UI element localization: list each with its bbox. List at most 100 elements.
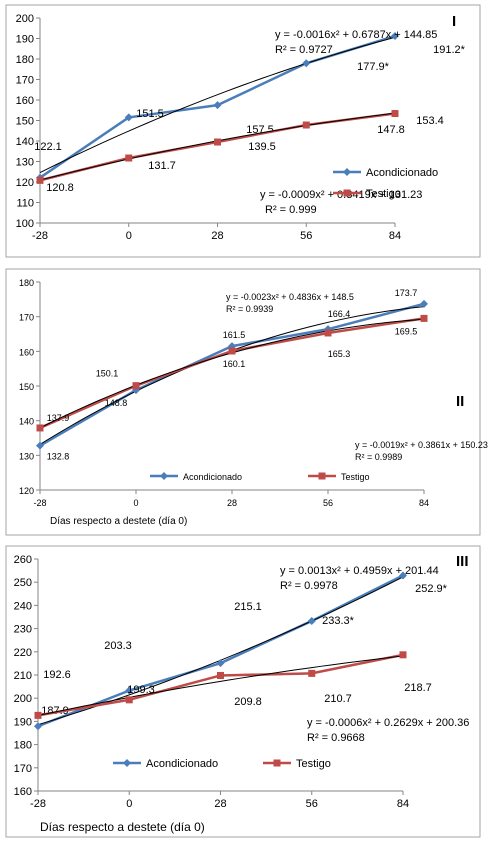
data-label-testigo: 160.1 (223, 359, 246, 369)
legend-label: Acondicionado (183, 472, 242, 482)
data-label-acondicionado: 173.7 (395, 288, 418, 298)
x-axis-title: Días respecto a destete (día 0) (50, 516, 187, 527)
y-tick-label: 100 (16, 218, 34, 230)
data-point-acondicionado (213, 101, 222, 110)
data-point-acondicionado (399, 571, 407, 580)
data-point-acondicionado (216, 659, 225, 668)
data-label-testigo: 210.7 (324, 693, 352, 705)
data-label-testigo: 153.4 (416, 115, 444, 127)
data-label-acondicionado: 191.2* (433, 44, 466, 56)
data-point-testigo (125, 154, 133, 162)
chart-frame (5, 545, 481, 838)
x-tick-label: 84 (389, 230, 401, 242)
chart-frame (5, 4, 481, 258)
x-tick-label: -28 (30, 798, 46, 810)
trendline-equation: y = -0.0009x² + 0.3419x + 131.23 (260, 189, 422, 201)
x-tick-label: 84 (419, 498, 429, 508)
y-tick-label: 130 (16, 157, 34, 169)
y-tick-label: 190 (16, 34, 34, 46)
data-point-testigo (34, 711, 42, 719)
data-label-testigo: 139.5 (248, 141, 276, 153)
data-label-acondicionado: 166.4 (328, 309, 351, 319)
y-tick-label: 120 (19, 486, 34, 496)
x-tick-label: 56 (300, 230, 312, 242)
trendline-acondicionado (39, 36, 396, 174)
y-tick-label: 230 (14, 624, 32, 636)
y-tick-label: 160 (16, 95, 34, 107)
x-tick-label: 0 (126, 798, 132, 810)
y-tick-label: 150 (16, 116, 34, 128)
data-point-testigo (132, 382, 140, 390)
legend-marker-acondicionado (123, 759, 131, 767)
trendline-equation: y = -0.0016x² + 0.6787x + 144.85 (275, 29, 437, 41)
x-tick-label: 28 (214, 798, 226, 810)
y-tick-label: 170 (16, 75, 34, 87)
trendline-equation: y = -0.0006x² + 0.2629x + 200.36 (307, 717, 469, 729)
data-label-testigo: 209.8 (234, 696, 262, 708)
data-label-testigo: 131.7 (148, 160, 176, 172)
data-label-acondicionado: 233.3* (322, 615, 355, 627)
data-label-testigo: 120.8 (46, 182, 74, 194)
legend-marker-acondicionado (343, 168, 351, 176)
data-point-acondicionado (302, 59, 311, 68)
data-point-acondicionado (124, 113, 133, 122)
legend-marker-testigo (343, 189, 351, 197)
trendline-testigo (37, 655, 404, 717)
legend-label: Testigo (366, 188, 401, 200)
x-tick-label: -28 (33, 498, 46, 508)
panel-label: III (456, 553, 469, 570)
data-point-testigo (399, 651, 407, 659)
y-tick-label: 140 (19, 417, 34, 427)
data-label-acondicionado: 151.5 (136, 108, 164, 120)
legend-marker-testigo (318, 472, 326, 480)
y-tick-label: 180 (16, 54, 34, 66)
chart-3-svg: 160 170 180 190 200 210 220 230 240 250 260 -28 0 28 5… (5, 545, 481, 838)
trendline-equation: y = -0.0019x² + 0.3861x + 150.23 (355, 440, 488, 450)
data-point-acondicionado (307, 616, 316, 625)
trendline-r-squared: R² = 0.9668 (307, 732, 365, 744)
trendline-r-squared: R² = 0.9939 (226, 304, 273, 314)
x-tick-label: 0 (126, 230, 132, 242)
data-label-testigo: 147.8 (377, 124, 405, 136)
data-label-acondicionado: 215.1 (234, 601, 262, 613)
legend-label: Testigo (341, 472, 370, 482)
data-point-testigo (214, 138, 221, 146)
x-tick-label: 0 (133, 498, 138, 508)
panel-label: I (452, 13, 456, 30)
panel-label: II (456, 393, 464, 410)
data-point-acondicionado (125, 686, 134, 695)
data-point-acondicionado (34, 722, 42, 731)
y-tick-label: 170 (19, 313, 34, 323)
legend-label: Testigo (296, 758, 331, 770)
y-tick-label: 210 (14, 670, 32, 682)
y-tick-label: 190 (14, 716, 32, 728)
chart-2-svg: 120 130 140 150 160 170 180 -28 0 28 56 84 132.8 148.… (5, 268, 488, 536)
data-point-testigo (391, 110, 399, 118)
y-tick-label: 250 (14, 577, 32, 589)
y-tick-label: 130 (19, 451, 34, 461)
y-tick-label: 150 (19, 382, 34, 392)
chart-panel-2: 120 130 140 150 160 170 180 -28 0 28 56 84 132.8 148.… (0, 265, 488, 540)
y-tick-label: 180 (14, 740, 32, 752)
y-tick-label: 180 (19, 278, 34, 288)
data-label-acondicionado: 252.9* (415, 583, 448, 595)
data-label-testigo: 150.1 (96, 369, 119, 379)
y-tick-label: 240 (14, 600, 32, 612)
trendline-equation: y = 0.0013x² + 0.4959x + 201.44 (280, 565, 439, 577)
data-point-testigo (308, 669, 316, 677)
trendline-r-squared: R² = 0.999 (265, 204, 317, 216)
data-point-testigo (125, 696, 133, 704)
legend-marker-acondicionado (160, 472, 168, 480)
data-point-testigo (302, 121, 310, 129)
y-tick-label: 220 (14, 647, 32, 659)
trendline-r-squared: R² = 0.9978 (280, 580, 338, 592)
x-tick-label: 28 (227, 498, 237, 508)
data-point-testigo (36, 176, 44, 184)
data-point-testigo (420, 314, 428, 322)
trendline-r-squared: R² = 0.9727 (275, 44, 333, 56)
legend-marker-testigo (273, 759, 281, 767)
y-tick-label: 200 (16, 13, 34, 25)
y-tick-label: 170 (14, 763, 32, 775)
y-tick-label: 140 (16, 136, 34, 148)
data-point-acondicionado (391, 32, 399, 41)
